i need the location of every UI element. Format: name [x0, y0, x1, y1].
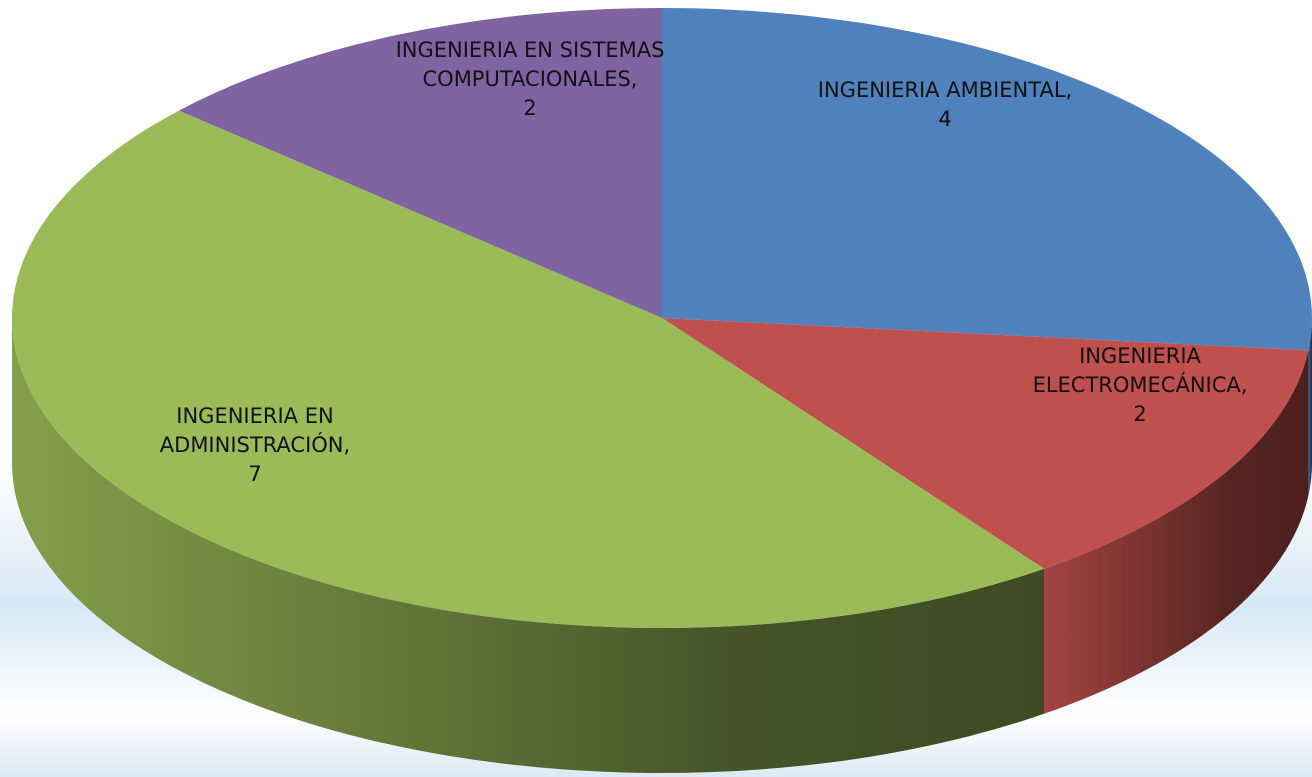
data-label: INGENIERIA AMBIENTAL, 4 — [795, 76, 1095, 134]
slice-side-shade — [1308, 318, 1312, 496]
data-label: INGENIERIA EN ADMINISTRACIÓN, 7 — [105, 402, 405, 489]
slice-side-shade — [12, 318, 1045, 774]
label-value: 4 — [938, 107, 952, 131]
data-label: INGENIERIA EN SISTEMAS COMPUTACIONALES, 2 — [380, 36, 680, 123]
label-category: INGENIERIA EN SISTEMAS COMPUTACIONALES, — [395, 38, 665, 91]
label-value: 2 — [1133, 402, 1147, 426]
label-category: INGENIERIA AMBIENTAL, — [817, 78, 1073, 102]
slice — [11, 110, 1045, 628]
label-value: 7 — [248, 462, 262, 486]
label-category: INGENIERIA EN ADMINISTRACIÓN, — [159, 404, 351, 457]
slice — [178, 8, 662, 318]
slice-side-shade — [1044, 350, 1309, 714]
label-value: 2 — [523, 96, 537, 120]
label-category: INGENIERIA ELECTROMECÁNICA, — [1032, 344, 1248, 397]
slice — [662, 318, 1309, 569]
slice — [662, 8, 1312, 351]
data-label: INGENIERIA ELECTROMECÁNICA, 2 — [990, 342, 1290, 429]
